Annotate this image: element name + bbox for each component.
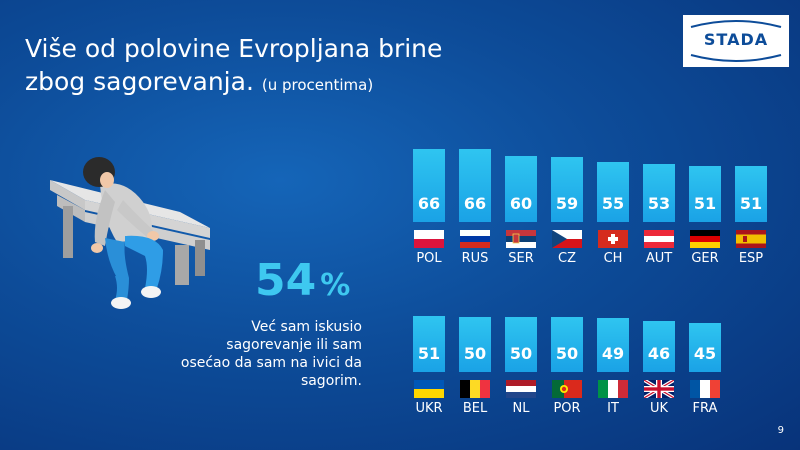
bar-nl (505, 317, 537, 372)
bar-value-label: 49 (601, 344, 625, 363)
title-line-2-text: zbog sagorevanja. (25, 67, 254, 96)
bar-value-label: 51 (739, 194, 763, 213)
bar-bel (459, 317, 491, 372)
bar-por (551, 317, 583, 372)
bar-ch (597, 161, 629, 222)
highlight-description: Već sam iskusio sagorevanje ili sam oseć… (170, 318, 362, 390)
highlight-percentage: 54% (255, 255, 350, 306)
flag-de-icon (690, 230, 720, 248)
flag-es-icon (736, 230, 766, 248)
flag-at-icon (644, 230, 674, 248)
bar-value-label: 50 (555, 344, 579, 363)
title-subtitle: (u procentima) (261, 76, 374, 94)
description-line: sagorevanje ili sam (226, 337, 362, 353)
bar-rus (459, 149, 491, 222)
bar-esp (735, 165, 767, 222)
flag-ua-icon (414, 380, 444, 398)
flag-nl-icon (506, 380, 536, 398)
flag-it-icon (598, 380, 628, 398)
bar-value-label: 66 (463, 194, 487, 213)
flag-ru-icon (460, 230, 490, 248)
bar-uk (643, 321, 675, 372)
flag-pt-icon (552, 380, 582, 398)
bar-it (597, 318, 629, 372)
bar-fra (689, 322, 721, 372)
flag-rs-icon (506, 230, 536, 248)
highlight-value: 54 (255, 255, 317, 306)
flag-gb-icon (644, 380, 674, 398)
bar-value-label: 51 (693, 194, 717, 213)
bar-value-label: 50 (463, 344, 487, 363)
country-code-label: POR (553, 401, 581, 416)
description-line: osećao da sam na ivici da (180, 355, 362, 371)
logo-arcs-icon (690, 20, 782, 62)
country-code-label: ESP (738, 251, 764, 266)
logo-text: STADA (703, 30, 769, 49)
bar-value-label: 50 (509, 344, 533, 363)
description-line: sagorim. (300, 373, 362, 389)
flag-pl-icon (414, 230, 444, 248)
country-code-label: GER (691, 251, 719, 266)
bar-value-label: 59 (555, 194, 579, 213)
flag-ch-icon (598, 230, 628, 248)
flag-fr-icon (690, 380, 720, 398)
bar-value-label: 55 (601, 194, 625, 213)
description-line: Već sam iskusio (251, 319, 362, 335)
flag-cz-icon (552, 230, 582, 248)
bar-value-label: 60 (509, 194, 533, 213)
bar-value-label: 51 (417, 344, 441, 363)
bar-pol (413, 149, 445, 222)
country-code-label: CZ (558, 251, 576, 266)
country-code-label: BEL (462, 401, 488, 416)
title-line-1: Više od polovine Evropljana brine (25, 34, 443, 63)
page-number: 9 (777, 425, 784, 436)
country-code-label: NL (512, 401, 530, 416)
bar-value-label: 53 (647, 194, 671, 213)
highlight-unit: % (320, 268, 351, 303)
page-title: Više od polovine Evropljana brine zbog s… (25, 32, 525, 102)
country-code-label: RUS (461, 251, 489, 266)
country-code-label: AUT (645, 251, 673, 266)
bar-aut (643, 163, 675, 222)
bar-cz (551, 157, 583, 222)
country-code-label: SER (508, 251, 534, 266)
country-code-label: POL (416, 251, 442, 266)
country-code-label: IT (607, 401, 619, 416)
bar-value-label: 45 (693, 344, 717, 363)
country-code-label: FRA (692, 401, 718, 416)
flag-be-icon (460, 380, 490, 398)
burnout-person-illustration (50, 157, 210, 309)
bar-ukr (413, 315, 445, 372)
bar-value-label: 46 (647, 344, 671, 363)
bar-ger (689, 165, 721, 222)
country-code-label: CH (603, 251, 623, 266)
country-code-label: UKR (415, 401, 443, 416)
bar-value-label: 66 (417, 194, 441, 213)
title-line-2: zbog sagorevanja. (u procentima) (25, 65, 525, 102)
country-code-label: UK (649, 401, 669, 416)
bar-ser (505, 156, 537, 222)
stada-logo: STADA (683, 15, 789, 67)
